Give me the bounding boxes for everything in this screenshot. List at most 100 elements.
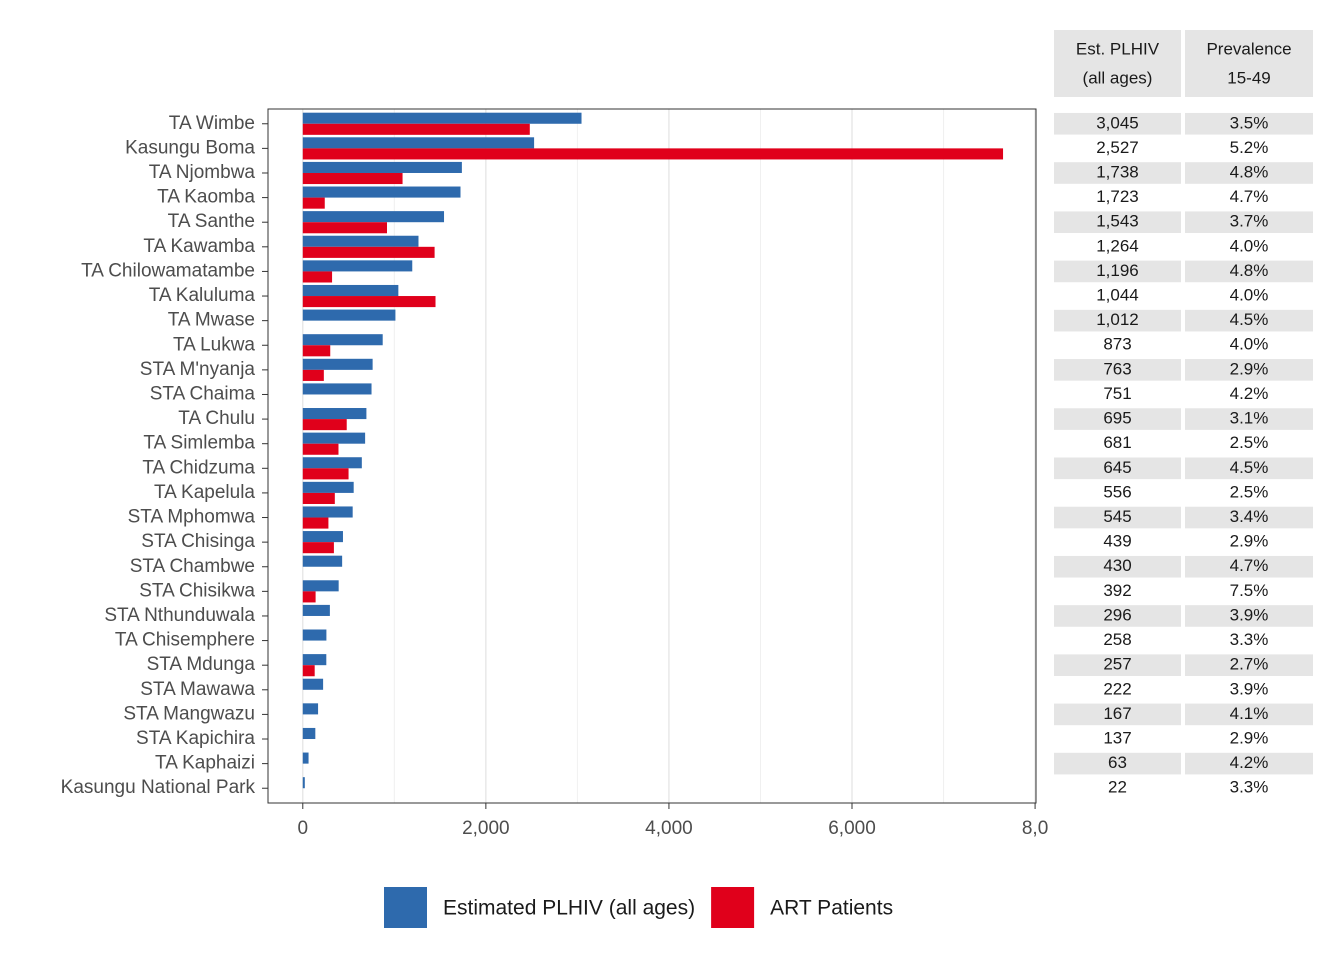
row-band	[1185, 605, 1313, 627]
table-cell: 2.5%	[1230, 482, 1269, 501]
row-band	[1185, 162, 1313, 184]
row-band	[1185, 555, 1313, 578]
y-tick-label: STA Chisinga	[141, 531, 255, 552]
bar	[302, 580, 339, 592]
bar	[302, 197, 325, 209]
row-band	[1185, 752, 1313, 775]
table-cell: 5.2%	[1230, 138, 1269, 157]
table-cell: 257	[1103, 655, 1131, 674]
x-tick-label: 6,000	[828, 818, 876, 839]
table-cell: 695	[1103, 409, 1131, 428]
row-band	[1054, 359, 1181, 381]
table-cell: 3.3%	[1230, 630, 1269, 649]
table-cell: 1,723	[1096, 187, 1139, 206]
y-tick-label: STA Mphomwa	[128, 507, 256, 528]
table-cell: 4.1%	[1230, 704, 1269, 723]
table-cell: 645	[1103, 458, 1131, 477]
row-band	[1185, 309, 1313, 332]
bar	[302, 161, 462, 173]
y-tick-label: TA Chidzuma	[142, 457, 255, 478]
bar	[302, 112, 582, 124]
y-tick-label: TA Kawamba	[143, 236, 255, 257]
table-cell: 4.8%	[1230, 261, 1269, 280]
legend-label: ART Patients	[770, 897, 893, 920]
y-tick-label: TA Chulu	[178, 408, 255, 429]
row-band	[1054, 211, 1181, 234]
table-cell: 392	[1103, 581, 1131, 600]
bar	[302, 408, 367, 420]
table-cell: 3,045	[1096, 113, 1139, 132]
bar	[302, 345, 331, 357]
bar	[302, 235, 419, 247]
bar	[302, 172, 403, 185]
table-cell: 2.5%	[1230, 433, 1269, 452]
y-tick-label: TA Kaluluma	[149, 285, 256, 306]
bar	[302, 468, 349, 480]
table-cell: 681	[1103, 433, 1131, 452]
bar	[302, 703, 319, 715]
bar	[302, 457, 362, 469]
y-tick-label: TA Chilowamatambe	[81, 260, 255, 281]
bar	[302, 481, 354, 493]
table-cell: 1,012	[1096, 310, 1139, 329]
row-band	[1054, 260, 1181, 283]
y-tick-label: STA M'nyanja	[140, 359, 256, 380]
y-tick-label: TA Mwase	[168, 310, 255, 331]
table-cell: 3.1%	[1230, 409, 1269, 428]
bar	[302, 432, 366, 444]
y-tick-label: TA Lukwa	[173, 334, 255, 355]
y-tick-label: STA Mdunga	[147, 654, 256, 675]
bar	[302, 358, 373, 370]
row-band	[1054, 555, 1181, 578]
bar	[302, 654, 327, 666]
bar	[302, 604, 330, 616]
header-cell	[1185, 30, 1313, 97]
table-cell: 1,196	[1096, 261, 1139, 280]
table-cell: 4.5%	[1230, 310, 1269, 329]
table-cell: 545	[1103, 507, 1131, 526]
bar	[302, 123, 530, 135]
table-cell: 4.2%	[1230, 384, 1269, 403]
table-cell: 222	[1103, 679, 1131, 698]
y-tick-label: Kasungu Boma	[125, 137, 255, 158]
table-cell: 7.5%	[1230, 581, 1269, 600]
table-cell: 4.5%	[1230, 458, 1269, 477]
table-cell: 1,738	[1096, 162, 1139, 181]
bar	[302, 148, 1004, 160]
table-cell: 751	[1103, 384, 1131, 403]
table-cell: 3.3%	[1230, 778, 1269, 797]
header-cell	[1054, 30, 1181, 97]
table-cell: 2.7%	[1230, 655, 1269, 674]
row-band	[1054, 457, 1181, 480]
table-cell: 3.4%	[1230, 507, 1269, 526]
bar	[302, 443, 339, 455]
table-cell: 3.5%	[1230, 113, 1269, 132]
y-tick-label: Kasungu National Park	[61, 777, 256, 798]
row-band	[1054, 309, 1181, 332]
y-tick-label: TA Wimbe	[169, 113, 255, 134]
y-tick-label: TA Chisemphere	[115, 630, 255, 651]
table-cell: 763	[1103, 359, 1131, 378]
row-band	[1185, 359, 1313, 381]
table-cell: 4.0%	[1230, 335, 1269, 354]
bar	[302, 492, 335, 504]
y-tick-label: TA Kaomba	[157, 187, 255, 208]
bar	[302, 383, 372, 395]
bar	[302, 309, 396, 321]
row-band	[1185, 703, 1313, 726]
legend-swatch	[384, 887, 427, 928]
bar	[302, 211, 445, 223]
table-cell: 1,264	[1096, 236, 1139, 255]
bar	[302, 334, 383, 346]
bar	[302, 752, 309, 764]
table-cell: 3.7%	[1230, 212, 1269, 231]
bar	[302, 555, 343, 567]
row-band	[1054, 506, 1181, 529]
table-cell: 137	[1103, 728, 1131, 747]
table-cell: 4.8%	[1230, 162, 1269, 181]
y-tick-label: TA Njombwa	[149, 162, 256, 183]
bar	[302, 531, 343, 543]
y-tick-label: STA Kapichira	[136, 728, 255, 749]
row-band	[1054, 703, 1181, 726]
bar	[302, 186, 461, 198]
